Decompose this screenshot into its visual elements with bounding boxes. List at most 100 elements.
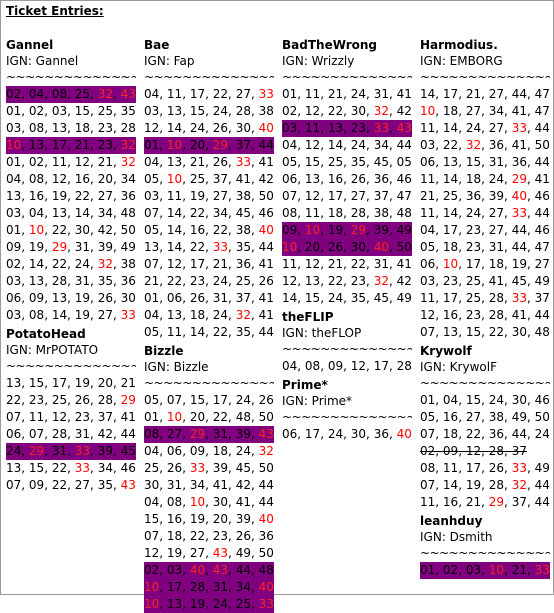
ticket-number: 27 <box>74 478 91 492</box>
ticket-number: 18 <box>212 444 229 458</box>
ticket-row: 13, 15, 22, 33, 34, 46 <box>6 461 136 475</box>
ticket-number: 17 <box>442 87 459 101</box>
ticket-number: 24 <box>212 308 229 322</box>
ticket-number: 03 <box>420 138 436 152</box>
ticket-number: 22 <box>327 104 344 118</box>
ticket-number: 27 <box>97 189 113 203</box>
column-4: Harmodius. IGN: EMBORG ~~~~~~~~~~~~~~~ 14, … <box>420 38 550 579</box>
player-entry: Bae IGN: Fap ~~~~~~~~~~~~~~~ 04, 11, 17, 22… <box>144 38 274 341</box>
ticket-number: 11 <box>166 189 183 203</box>
matched-number: 43 <box>120 87 136 101</box>
ticket-number: 07 <box>6 410 22 424</box>
ticket-number: 44 <box>511 427 527 441</box>
ticket-number: 14 <box>51 308 68 322</box>
ticket-row: 01, 02, 11, 12, 21, 32 <box>6 155 136 169</box>
ticket-number: 04 <box>144 155 160 169</box>
matched-number: 32 <box>235 308 251 322</box>
ticket-number: 27 <box>488 121 505 135</box>
ticket-number: 27 <box>488 206 505 220</box>
ticket-number: 15 <box>189 393 206 407</box>
ticket-number: 17 <box>465 461 482 475</box>
matched-number: 29 <box>189 427 206 441</box>
ticket-number: 22 <box>350 257 367 271</box>
ticket-row: 01, 11, 21, 24, 31, 41 <box>282 87 412 101</box>
ticket-number: 19 <box>74 308 91 322</box>
ticket-number: 47 <box>534 87 550 101</box>
ticket-number: 12 <box>304 138 321 152</box>
ticket-number: 12 <box>282 274 298 288</box>
ticket-number: 24 <box>488 172 505 186</box>
ticket-number: 08 <box>28 172 45 186</box>
ticket-number: 37 <box>373 189 389 203</box>
ticket-number: 17 <box>304 427 321 441</box>
ticket-number: 05 <box>282 155 298 169</box>
ticket-number: 36 <box>373 427 389 441</box>
ticket-number: 13 <box>442 325 459 339</box>
ticket-number: 41 <box>396 87 412 101</box>
ticket-number: 11 <box>442 461 459 475</box>
ticket-row: 08, 11, 17, 26, 33, 49 <box>420 461 550 475</box>
winning-ticket-row: 09, 10, 19, 29, 39, 49 <box>282 222 412 239</box>
ticket-number: 15 <box>465 325 482 339</box>
ticket-number: 12 <box>420 308 436 322</box>
ticket-row: 12, 14, 24, 26, 30, 40 <box>144 121 274 135</box>
ticket-number: 01 <box>6 223 22 237</box>
ticket-number: 20 <box>189 138 206 152</box>
ticket-number: 25 <box>442 189 459 203</box>
ticket-number: 44 <box>534 478 550 492</box>
ticket-number: 11 <box>282 257 298 271</box>
ticket-number: 13 <box>6 376 22 390</box>
ticket-number: 14 <box>189 325 206 339</box>
ticket-number: 23 <box>28 393 45 407</box>
ticket-number: 35 <box>235 325 251 339</box>
ticket-row: 05, 10, 25, 37, 41, 42 <box>144 172 274 186</box>
ticket-number: 37 <box>235 291 251 305</box>
ticket-number: 39 <box>235 427 251 441</box>
ticket-row: 04, 13, 21, 26, 33, 41 <box>144 155 274 169</box>
divider: ~~~~~~~~~~~~~~~ <box>420 546 550 560</box>
ticket-number: 07 <box>420 478 436 492</box>
matched-number: 32 <box>373 274 389 288</box>
ticket-number: 15 <box>74 104 91 118</box>
ticket-number: 15 <box>304 291 321 305</box>
divider: ~~~~~~~~~~~~~~~ <box>282 410 412 424</box>
matched-number: 10 <box>420 104 436 118</box>
player-entry: PotatoHead IGN: MrPOTATO ~~~~~~~~~~~~~~~ 13… <box>6 327 136 494</box>
ticket-number: 27 <box>166 427 183 441</box>
ticket-number: 05 <box>144 223 160 237</box>
ticket-number: 12 <box>166 257 183 271</box>
ticket-number: 14 <box>420 87 436 101</box>
ticket-number: 34 <box>97 461 113 475</box>
matched-number: 33 <box>258 597 274 611</box>
ticket-row: 02, 09, 12, 28, 37 <box>420 444 527 458</box>
column-3: BadTheWrong IGN: Wrizzly ~~~~~~~~~~~~~~~ 01… <box>282 38 412 443</box>
ticket-number: 11 <box>51 155 68 169</box>
ticket-number: 03 <box>6 308 22 322</box>
ticket-number: 19 <box>465 478 482 492</box>
ticket-number: 22 <box>166 274 183 288</box>
ticket-number: 35 <box>120 104 136 118</box>
ticket-number: 21 <box>465 495 482 509</box>
ticket-number: 24 <box>212 274 229 288</box>
ticket-row: 07, 14, 19, 28, 32, 44 <box>420 478 550 492</box>
ticket-number: 13 <box>304 172 321 186</box>
ticket-row: 11, 14, 18, 24, 29, 41 <box>420 172 550 186</box>
ticket-row: 01, 02, 03, 15, 25, 35 <box>6 104 136 118</box>
ticket-number: 09 <box>189 444 206 458</box>
ticket-number: 28 <box>120 121 136 135</box>
ticket-number: 37 <box>235 138 251 152</box>
ticket-row: 07, 18, 22, 36, 44, 24 <box>420 427 550 441</box>
ticket-number: 44 <box>258 478 274 492</box>
ticket-number: 31 <box>212 291 229 305</box>
ticket-number: 44 <box>258 138 274 152</box>
ticket-number: 17 <box>442 223 459 237</box>
ticket-number: 01 <box>6 155 22 169</box>
ticket-number: 50 <box>120 223 136 237</box>
ticket-row: 11, 17, 25, 28, 33, 37 <box>420 291 550 305</box>
ticket-number: 12 <box>51 172 68 186</box>
ticket-number: 30 <box>511 325 527 339</box>
ticket-number: 31 <box>373 257 389 271</box>
ticket-number: 24 <box>6 444 22 458</box>
ticket-number: 23 <box>212 529 229 543</box>
ticket-number: 36 <box>511 155 527 169</box>
